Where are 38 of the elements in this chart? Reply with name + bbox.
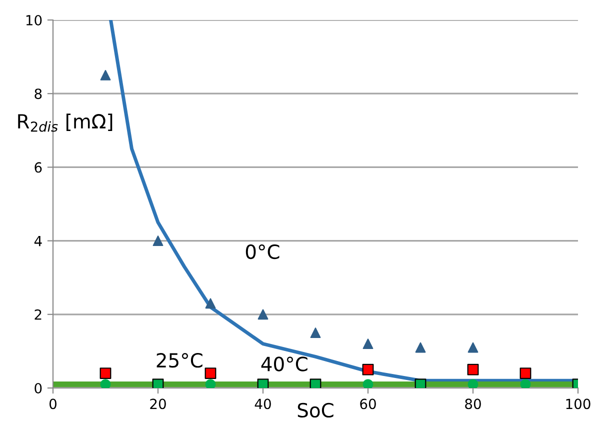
y-tick-label: 10 — [26, 14, 42, 26]
y-axis-title: R$_{2dis}$ [mΩ] — [18, 114, 112, 132]
annotation: 0°C — [246, 244, 280, 260]
point — [152, 236, 164, 246]
y-tick-label: 0 — [34, 382, 42, 394]
point — [468, 342, 478, 353]
x-tick-label: 40 — [254, 398, 271, 410]
point — [468, 379, 478, 388]
x-tick-label: 60 — [360, 398, 376, 410]
y-tick-label: 8 — [34, 88, 42, 100]
point — [152, 378, 164, 388]
point — [100, 379, 111, 388]
point — [467, 364, 479, 376]
y-tick-label: 4 — [34, 236, 42, 246]
point — [362, 364, 374, 376]
point — [362, 379, 374, 388]
point — [310, 378, 322, 388]
point — [100, 368, 112, 379]
point — [205, 298, 216, 309]
x-tick-label: 80 — [465, 398, 481, 410]
point — [205, 379, 216, 388]
point — [310, 328, 321, 338]
point — [257, 378, 269, 388]
annotation: 25°C — [156, 352, 202, 368]
x-tick-label: 20 — [150, 398, 166, 410]
point — [258, 309, 268, 320]
x-tick-label: 0 — [49, 398, 56, 410]
point — [414, 378, 426, 388]
point — [520, 379, 531, 388]
x-axis-title: SoC — [298, 402, 334, 418]
point — [520, 368, 532, 379]
point — [204, 368, 216, 379]
x-tick-label: 100 — [566, 398, 590, 410]
y-tick-label: 6 — [34, 162, 42, 173]
annotation: 40°C — [261, 356, 308, 372]
point — [415, 342, 426, 353]
point — [362, 338, 374, 350]
y-tick-label: 2 — [34, 309, 42, 320]
